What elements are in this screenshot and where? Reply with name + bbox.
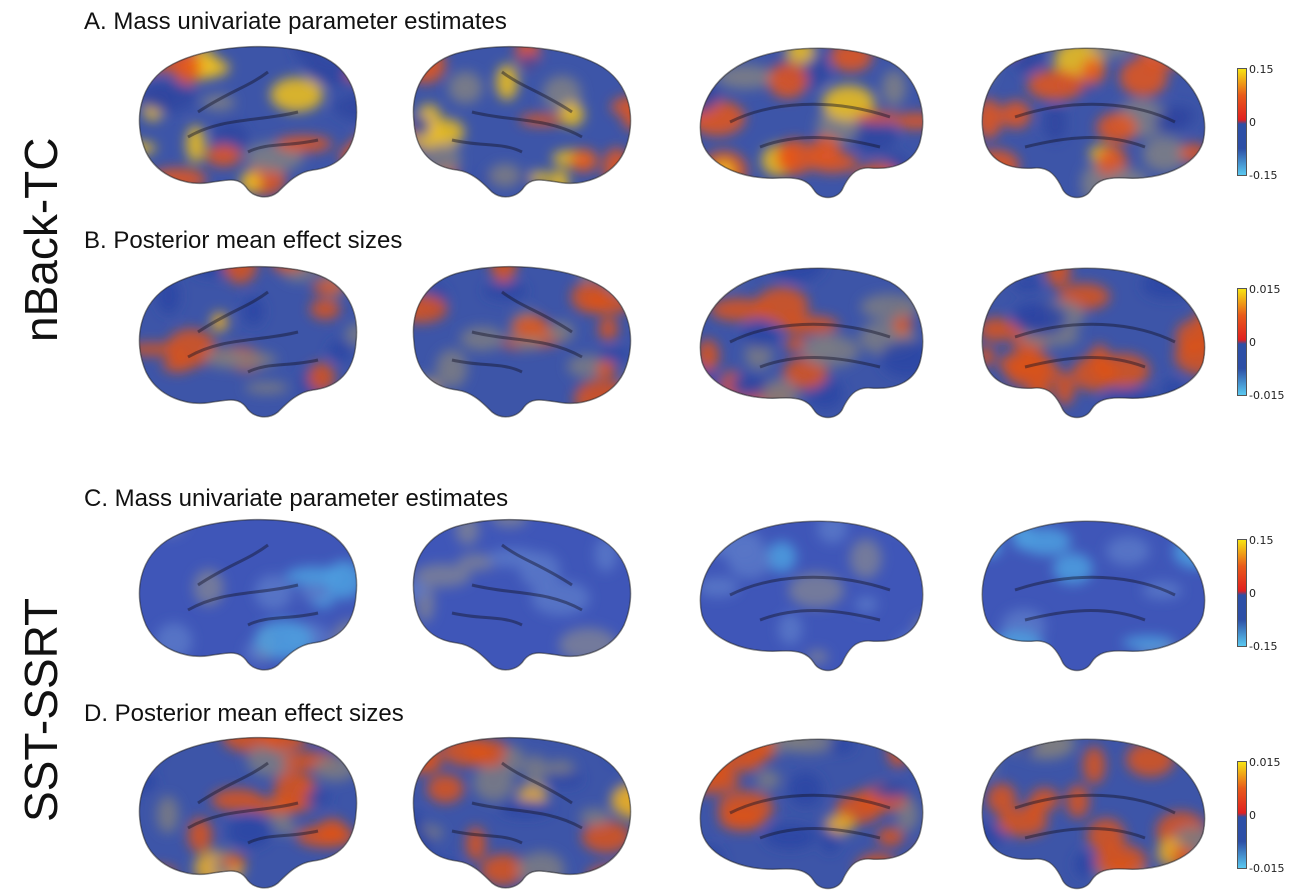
- colorbar-c: 0.15 0 -0.15: [1237, 534, 1297, 659]
- brain-right-medial-panel-3: [981, 520, 1206, 672]
- brain-left-medial-panel-4: [699, 738, 924, 890]
- panel-a-title: A. Mass univariate parameter estimates: [84, 8, 507, 35]
- brain-right-lateral-panel-2: [412, 265, 632, 418]
- colorbar-a-min: -0.15: [1249, 169, 1278, 182]
- brain-left-medial-panel-3: [699, 520, 924, 672]
- colorbar-b-max: 0.015: [1249, 283, 1281, 296]
- colorbar-b: 0.015 0 -0.015: [1237, 283, 1297, 408]
- brain-right-lateral-panel-4: [412, 736, 632, 889]
- colorbar-b-gradient: [1237, 288, 1247, 396]
- brain-left-lateral-panel-1: [138, 45, 358, 198]
- colorbar-b-min: -0.015: [1249, 389, 1285, 402]
- brain-left-medial-panel-2: [699, 267, 924, 419]
- brain-right-medial-panel-2: [981, 267, 1206, 419]
- colorbar-a-gradient: [1237, 68, 1247, 176]
- panel-b-title: B. Posterior mean effect sizes: [84, 227, 403, 254]
- colorbar-d-gradient: [1237, 761, 1247, 869]
- panel-c-title: C. Mass univariate parameter estimates: [84, 485, 509, 512]
- brain-right-lateral-panel-3: [412, 518, 632, 671]
- row-label-sst: SST-SSRT: [15, 597, 67, 822]
- colorbar-d-zero: 0: [1249, 809, 1256, 822]
- colorbar-c-zero: 0: [1249, 587, 1256, 600]
- brain-left-lateral-panel-4: [138, 736, 358, 889]
- colorbar-a-max: 0.15: [1249, 63, 1274, 76]
- brain-left-lateral-panel-3: [138, 518, 358, 671]
- brain-left-lateral-panel-2: [138, 265, 358, 418]
- brain-left-medial-panel-1: [699, 47, 924, 199]
- panel-d-title: D. Posterior mean effect sizes: [84, 700, 404, 727]
- colorbar-c-gradient: [1237, 539, 1247, 647]
- row-label-nback: nBack-TC: [15, 137, 67, 342]
- colorbar-b-zero: 0: [1249, 336, 1256, 349]
- brain-right-medial-panel-4: [981, 738, 1206, 890]
- colorbar-a-zero: 0: [1249, 116, 1256, 129]
- colorbar-d: 0.015 0 -0.015: [1237, 756, 1297, 881]
- colorbar-a: 0.15 0 -0.15: [1237, 63, 1297, 188]
- colorbar-d-min: -0.015: [1249, 862, 1285, 875]
- brain-right-lateral-panel-1: [412, 45, 632, 198]
- brain-right-medial-panel-1: [981, 47, 1206, 199]
- colorbar-d-max: 0.015: [1249, 756, 1281, 769]
- colorbar-c-max: 0.15: [1249, 534, 1274, 547]
- colorbar-c-min: -0.15: [1249, 640, 1278, 653]
